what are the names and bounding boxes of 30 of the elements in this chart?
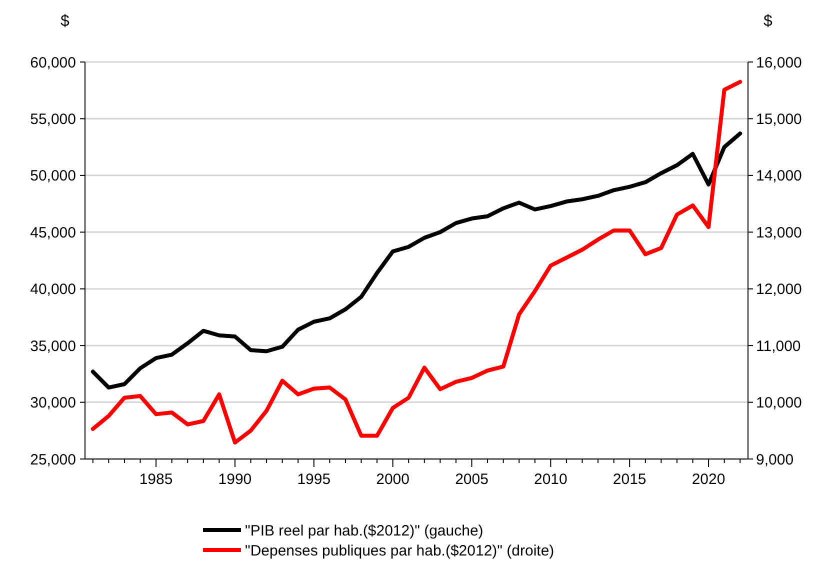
y-tick-label: 40,000 [30, 281, 76, 298]
y2-tick-label: 16,000 [756, 54, 802, 72]
y2-tick-label: 15,000 [756, 110, 802, 128]
y2-tick-label: 13,000 [756, 224, 802, 242]
y2-tick-label: 12,000 [756, 281, 802, 298]
line-series [90, 131, 742, 390]
y-tick-label: 45,000 [30, 224, 76, 242]
y2-tick-label: 9,000 [756, 451, 794, 468]
legend-label: "PIB reel par hab.($2012)" (gauche) [245, 522, 484, 540]
x-tick-label: 1995 [297, 471, 331, 488]
x-tick-label: 2000 [376, 471, 410, 488]
x-tick-label: 1990 [218, 471, 252, 488]
y2-tick-label: 10,000 [756, 394, 802, 412]
x-tick-label: 2020 [692, 471, 726, 488]
x-tick-label: 2010 [534, 471, 568, 488]
y-tick-label: 60,000 [30, 54, 76, 72]
y2-tick-label: 11,000 [756, 338, 801, 355]
y2-axis-title: $ [764, 13, 773, 30]
y-tick-label: 50,000 [30, 168, 76, 185]
x-tick-label: 2015 [612, 471, 646, 488]
y-axis-title: $ [60, 13, 70, 30]
y2-tick-label: 14,000 [756, 168, 802, 185]
x-tick-label: 1985 [139, 471, 173, 488]
line-series [90, 80, 742, 445]
legend-label: "Depenses publiques par hab.($2012)" (droite) [245, 542, 554, 560]
y-tick-label: 25,000 [30, 451, 76, 468]
y-tick-label: 55,000 [30, 110, 76, 128]
x-tick-label: 2005 [455, 471, 488, 488]
y-tick-label: 35,000 [30, 338, 76, 355]
y-tick-label: 30,000 [30, 394, 76, 412]
